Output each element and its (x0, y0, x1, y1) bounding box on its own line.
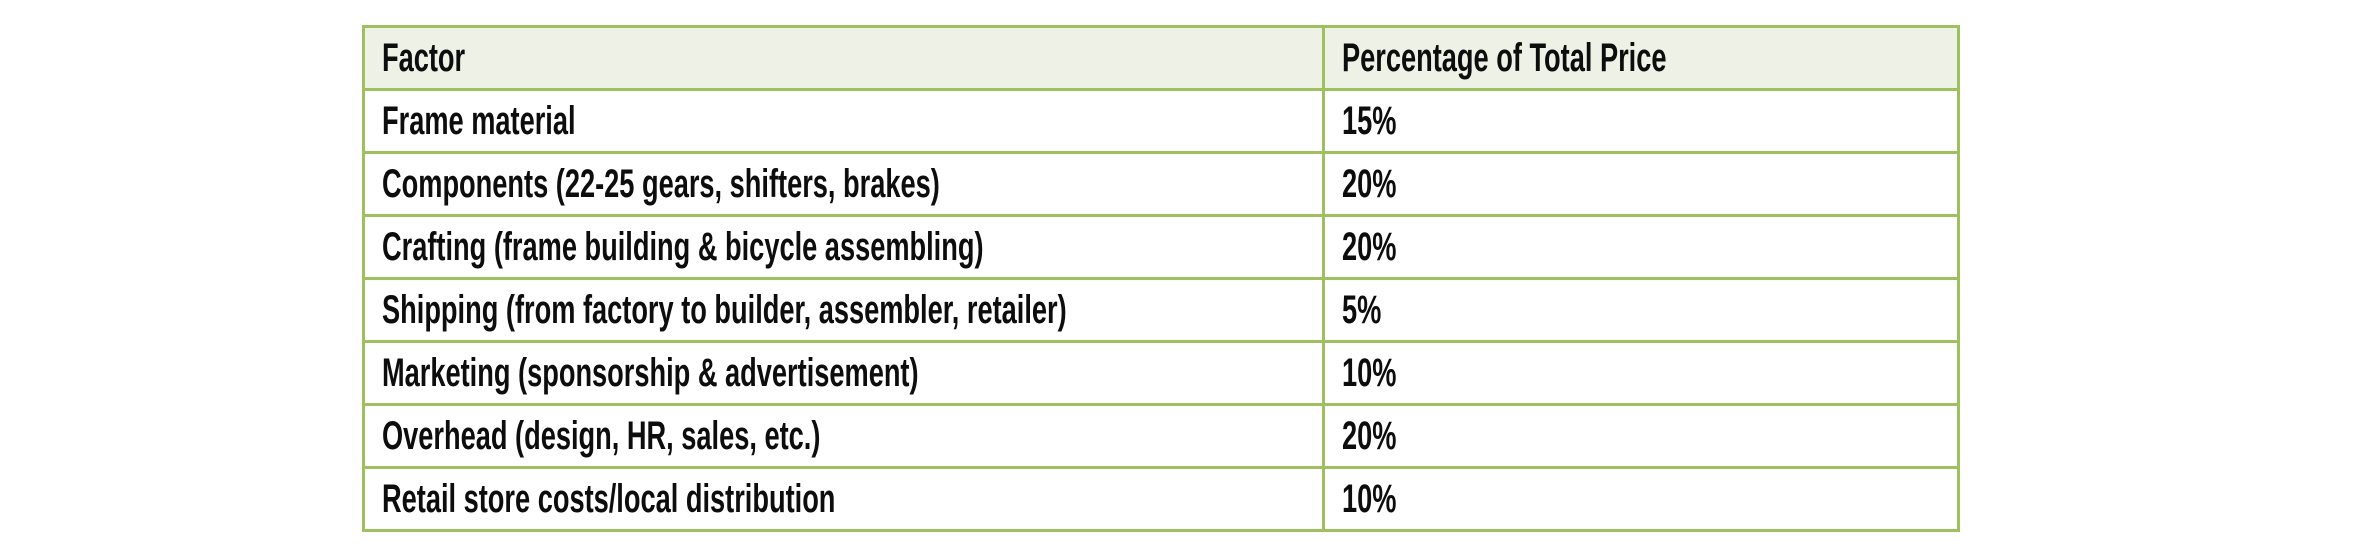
cell-percentage: 20% (1322, 403, 1960, 469)
column-header-factor: Factor (362, 25, 1325, 91)
column-header-percentage-label: Percentage of Total Price (1342, 36, 1667, 80)
cell-percentage-text: 20% (1342, 225, 1397, 269)
cell-percentage-text: 20% (1342, 414, 1397, 458)
cell-factor: Retail store costs/local distribution (362, 466, 1325, 532)
table-row: Components (22-25 gears, shifters, brake… (362, 151, 1960, 217)
table-row: Shipping (from factory to builder, assem… (362, 277, 1960, 343)
cell-factor: Components (22-25 gears, shifters, brake… (362, 151, 1325, 217)
cell-factor: Overhead (design, HR, sales, etc.) (362, 403, 1325, 469)
cell-factor-text: Frame material (382, 99, 576, 143)
table-row: Retail store costs/local distribution 10… (362, 466, 1960, 532)
cell-factor-text: Overhead (design, HR, sales, etc.) (382, 414, 821, 458)
cell-percentage-text: 5% (1342, 288, 1382, 332)
table-row: Frame material 15% (362, 88, 1960, 154)
cell-factor-text: Components (22-25 gears, shifters, brake… (382, 162, 940, 206)
cell-percentage-text: 20% (1342, 162, 1397, 206)
column-header-percentage: Percentage of Total Price (1322, 25, 1960, 91)
cell-percentage: 5% (1322, 277, 1960, 343)
cell-factor-text: Shipping (from factory to builder, assem… (382, 288, 1067, 332)
cell-factor: Marketing (sponsorship & advertisement) (362, 340, 1325, 406)
table-row: Crafting (frame building & bicycle assem… (362, 214, 1960, 280)
column-header-factor-label: Factor (382, 36, 466, 80)
table-row: Overhead (design, HR, sales, etc.) 20% (362, 403, 1960, 469)
cell-factor: Frame material (362, 88, 1325, 154)
cell-factor-text: Retail store costs/local distribution (382, 477, 836, 521)
cell-percentage: 20% (1322, 214, 1960, 280)
cell-percentage: 15% (1322, 88, 1960, 154)
cell-percentage: 10% (1322, 340, 1960, 406)
cell-percentage: 10% (1322, 466, 1960, 532)
cell-percentage-text: 10% (1342, 477, 1397, 521)
cell-percentage: 20% (1322, 151, 1960, 217)
cell-percentage-text: 15% (1342, 99, 1397, 143)
cell-factor-text: Marketing (sponsorship & advertisement) (382, 351, 919, 395)
cell-factor-text: Crafting (frame building & bicycle assem… (382, 225, 984, 269)
cell-factor: Crafting (frame building & bicycle assem… (362, 214, 1325, 280)
table-row: Marketing (sponsorship & advertisement) … (362, 340, 1960, 406)
cell-percentage-text: 10% (1342, 351, 1397, 395)
bicycle-price-factors-table: Factor Percentage of Total Price Frame m… (362, 25, 1960, 532)
table-header-row: Factor Percentage of Total Price (362, 25, 1960, 91)
cell-factor: Shipping (from factory to builder, assem… (362, 277, 1325, 343)
